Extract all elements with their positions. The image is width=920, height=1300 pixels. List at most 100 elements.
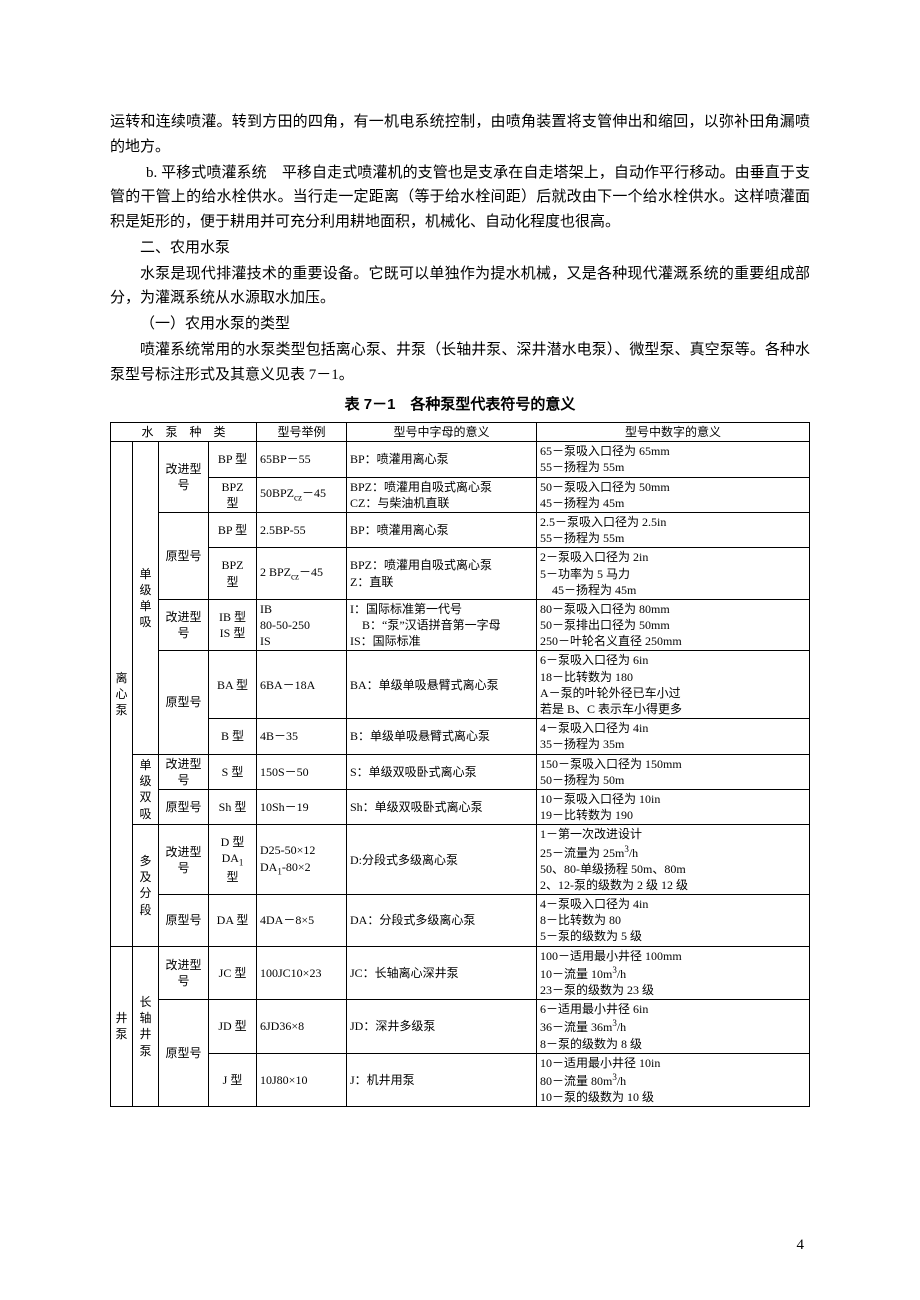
cell: 改进型号 xyxy=(159,599,209,651)
cell: D25-50×12DA1-80×2 xyxy=(257,825,347,895)
table-row: BPZ型 50BPZcz－45 BPZ：喷灌用自吸式离心泵CZ：与柴油机直联 5… xyxy=(111,477,810,512)
cell: BPZ型 xyxy=(209,477,257,512)
cell: 原型号 xyxy=(159,789,209,824)
cell: 改进型号 xyxy=(159,946,209,1000)
cell: 原型号 xyxy=(159,512,209,599)
cell: 改进型号 xyxy=(159,825,209,895)
cell: 50BPZcz－45 xyxy=(257,477,347,512)
table-row: 改进型号 IB 型IS 型 IB80-50-250IS I：国际标准第一代号 B… xyxy=(111,599,810,651)
cell: 6JD36×8 xyxy=(257,1000,347,1054)
cell: JD：深井多级泵 xyxy=(347,1000,537,1054)
cell: B：单级单吸悬臂式离心泵 xyxy=(347,719,537,754)
cell: 单级双吸 xyxy=(133,754,159,825)
cell: IB 型IS 型 xyxy=(209,599,257,651)
table-header: 水 泵 种 类 xyxy=(111,423,257,442)
cell: BP 型 xyxy=(209,512,257,547)
cell: JC 型 xyxy=(209,946,257,1000)
cell: 离心泵 xyxy=(111,442,133,946)
cell: BP 型 xyxy=(209,442,257,477)
cell: 10－适用最小井径 10in80－流量 80m3/h10－泵的级数为 10 级 xyxy=(537,1053,810,1107)
table-row: 原型号 BP 型 2.5BP-55 BP：喷灌用离心泵 2.5－泵吸入口径为 2… xyxy=(111,512,810,547)
cell: 80－泵吸入口径为 80mm50－泵排出口径为 50mm250－叶轮名义直径 2… xyxy=(537,599,810,651)
pump-table: 水 泵 种 类 型号举例 型号中字母的意义 型号中数字的意义 离心泵 单级单吸 … xyxy=(110,422,810,1107)
cell: 4－泵吸入口径为 4in8－比转数为 805－泵的级数为 5 级 xyxy=(537,895,810,947)
cell: D 型DA1型 xyxy=(209,825,257,895)
page-number: 4 xyxy=(797,1233,805,1258)
table-row: 离心泵 单级单吸 改进型号 BP 型 65BP－55 BP：喷灌用离心泵 65－… xyxy=(111,442,810,477)
cell: B 型 xyxy=(209,719,257,754)
cell: 100－适用最小井径 100mm10－流量 10m3/h23－泵的级数为 23 … xyxy=(537,946,810,1000)
cell: S 型 xyxy=(209,754,257,789)
cell: Sh 型 xyxy=(209,789,257,824)
paragraph-1: 运转和连续喷灌。转到方田的四角，有一机电系统控制，由喷角装置将支管伸出和缩回，以… xyxy=(110,110,810,160)
cell: 65－泵吸入口径为 65mm55－扬程为 55m xyxy=(537,442,810,477)
cell: JC：长轴离心深井泵 xyxy=(347,946,537,1000)
cell: BP：喷灌用离心泵 xyxy=(347,512,537,547)
cell: BA：单级单吸悬臂式离心泵 xyxy=(347,651,537,719)
heading-pumps: 二、农用水泵 xyxy=(110,236,810,261)
table-row: 井泵 长轴井泵 改进型号 JC 型 100JC10×23 JC：长轴离心深井泵 … xyxy=(111,946,810,1000)
cell: 65BP－55 xyxy=(257,442,347,477)
table-row: 原型号 DA 型 4DA－8×5 DA：分段式多级离心泵 4－泵吸入口径为 4i… xyxy=(111,895,810,947)
cell: 10Sh－19 xyxy=(257,789,347,824)
cell: 2 BPZcz－45 xyxy=(257,548,347,600)
cell: 10J80×10 xyxy=(257,1053,347,1107)
table-row: 原型号 BA 型 6BA－18A BA：单级单吸悬臂式离心泵 6－泵吸入口径为 … xyxy=(111,651,810,719)
cell: 改进型号 xyxy=(159,754,209,789)
cell: J 型 xyxy=(209,1053,257,1107)
cell: 6BA－18A xyxy=(257,651,347,719)
cell: 150－泵吸入口径为 150mm50－扬程为 50m xyxy=(537,754,810,789)
table-row: J 型 10J80×10 J：机井用泵 10－适用最小井径 10in80－流量 … xyxy=(111,1053,810,1107)
table-header: 型号中数字的意义 xyxy=(537,423,810,442)
cell: I：国际标准第一代号 B：“泵”汉语拼音第一字母IS：国际标准 xyxy=(347,599,537,651)
cell: S：单级双吸卧式离心泵 xyxy=(347,754,537,789)
heading-pump-types: （一）农用水泵的类型 xyxy=(110,312,810,337)
cell: BPZ：喷灌用自吸式离心泵Z：直联 xyxy=(347,548,537,600)
paragraph-6: 喷灌系统常用的水泵类型包括离心泵、井泵（长轴井泵、深井潜水电泵）、微型泵、真空泵… xyxy=(110,338,810,388)
cell: 4DA－8×5 xyxy=(257,895,347,947)
cell: 2.5BP-55 xyxy=(257,512,347,547)
cell: 改进型号 xyxy=(159,442,209,513)
table-row: 原型号 JD 型 6JD36×8 JD：深井多级泵 6－适用最小井径 6in36… xyxy=(111,1000,810,1054)
table-head-row: 水 泵 种 类 型号举例 型号中字母的意义 型号中数字的意义 xyxy=(111,423,810,442)
cell: DA：分段式多级离心泵 xyxy=(347,895,537,947)
cell: 100JC10×23 xyxy=(257,946,347,1000)
table-caption: 表 7－1 各种泵型代表符号的意义 xyxy=(110,393,810,418)
cell: 2.5－泵吸入口径为 2.5in55－扬程为 55m xyxy=(537,512,810,547)
cell: 原型号 xyxy=(159,1000,209,1107)
cell: BP：喷灌用离心泵 xyxy=(347,442,537,477)
cell: 6－泵吸入口径为 6in18－比转数为 180A－泵的叶轮外径已车小过若是 B、… xyxy=(537,651,810,719)
cell: 6－适用最小井径 6in36－流量 36m3/h8－泵的级数为 8 级 xyxy=(537,1000,810,1054)
cell: DA 型 xyxy=(209,895,257,947)
cell: 长轴井泵 xyxy=(133,946,159,1107)
cell: IB80-50-250IS xyxy=(257,599,347,651)
cell: 单级单吸 xyxy=(133,442,159,754)
table-row: B 型 4B－35 B：单级单吸悬臂式离心泵 4－泵吸入口径为 4in35－扬程… xyxy=(111,719,810,754)
cell: 1－第一次改进设计25－流量为 25m3/h50、80-单级扬程 50m、80m… xyxy=(537,825,810,895)
table-header: 型号举例 xyxy=(257,423,347,442)
cell: 10－泵吸入口径为 10in19－比转数为 190 xyxy=(537,789,810,824)
cell: BPZ型 xyxy=(209,548,257,600)
table-row: 单级双吸 改进型号 S 型 150S－50 S：单级双吸卧式离心泵 150－泵吸… xyxy=(111,754,810,789)
cell: 50－泵吸入口径为 50mm45－扬程为 45m xyxy=(537,477,810,512)
cell: 原型号 xyxy=(159,651,209,754)
cell: Sh：单级双吸卧式离心泵 xyxy=(347,789,537,824)
cell: D:分段式多级离心泵 xyxy=(347,825,537,895)
cell: BPZ：喷灌用自吸式离心泵CZ：与柴油机直联 xyxy=(347,477,537,512)
cell: 井泵 xyxy=(111,946,133,1107)
table-row: 原型号 Sh 型 10Sh－19 Sh：单级双吸卧式离心泵 10－泵吸入口径为 … xyxy=(111,789,810,824)
cell: 2－泵吸入口径为 2in5－功率为 5 马力 45－扬程为 45m xyxy=(537,548,810,600)
cell: JD 型 xyxy=(209,1000,257,1054)
cell: 4B－35 xyxy=(257,719,347,754)
cell: 150S－50 xyxy=(257,754,347,789)
cell: 4－泵吸入口径为 4in35－扬程为 35m xyxy=(537,719,810,754)
cell: 原型号 xyxy=(159,895,209,947)
cell: J：机井用泵 xyxy=(347,1053,537,1107)
table-row: BPZ型 2 BPZcz－45 BPZ：喷灌用自吸式离心泵Z：直联 2－泵吸入口… xyxy=(111,548,810,600)
table-header: 型号中字母的意义 xyxy=(347,423,537,442)
cell: 多及分段 xyxy=(133,825,159,946)
table-row: 多及分段 改进型号 D 型DA1型 D25-50×12DA1-80×2 D:分段… xyxy=(111,825,810,895)
cell: BA 型 xyxy=(209,651,257,719)
paragraph-2: b. 平移式喷灌系统 平移自走式喷灌机的支管也是支承在自走塔架上，自动作平行移动… xyxy=(110,161,810,235)
paragraph-4: 水泵是现代排灌技术的重要设备。它既可以单独作为提水机械，又是各种现代灌溉系统的重… xyxy=(110,262,810,312)
